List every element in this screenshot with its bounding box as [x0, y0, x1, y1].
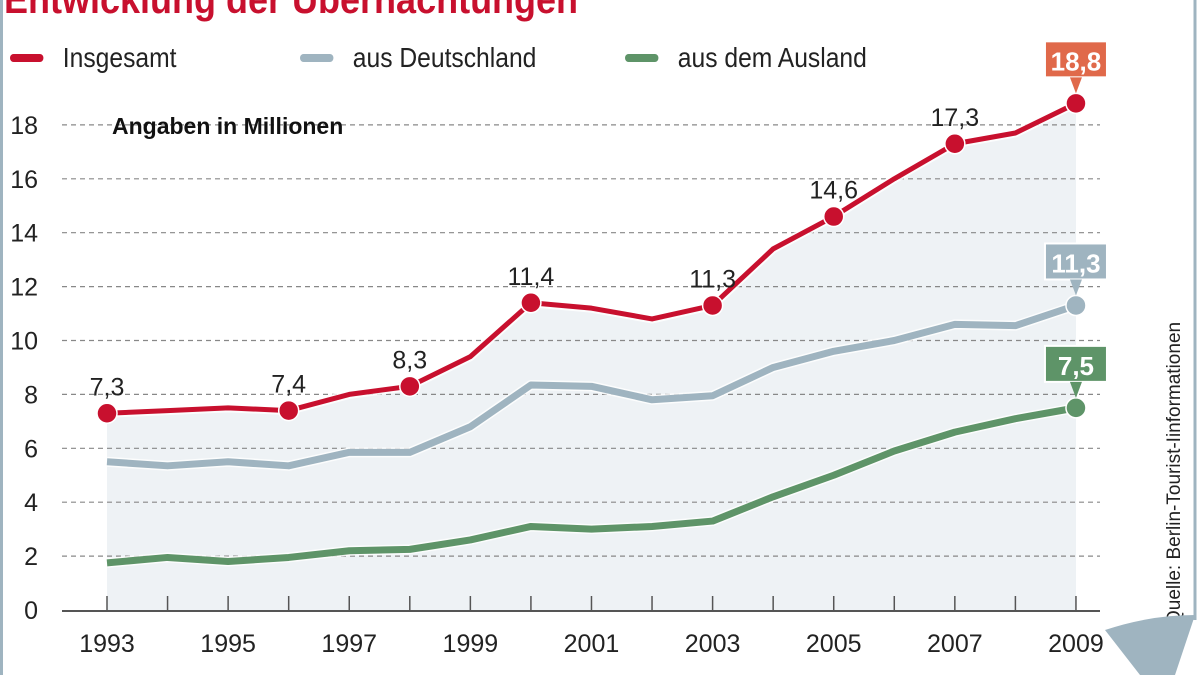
y-tick-label: 8 [24, 381, 38, 409]
chart-subtitle: Angaben in Millionen [112, 113, 343, 139]
y-tick-label: 10 [10, 328, 38, 356]
chart-title: Entwicklung der Übernachtungen [4, 0, 579, 22]
end-point [1065, 294, 1087, 317]
x-tick-label: 2005 [806, 630, 862, 658]
data-point [96, 402, 118, 425]
x-tick-label: 1995 [200, 630, 256, 658]
legend-item-ausland: aus dem Ausland [625, 42, 867, 74]
y-tick-label: 12 [10, 274, 38, 302]
data-point [277, 399, 300, 422]
x-tick-label: 1993 [79, 630, 135, 658]
series-line-2 [106, 404, 1077, 567]
y-tick-label: 4 [24, 489, 38, 517]
x-tick-label: 2007 [927, 630, 983, 658]
series-line-0 [106, 101, 1078, 416]
series-line-1 [106, 302, 1078, 470]
source-note: Quelle: Berlin-Tourist-Iinformationen [1164, 322, 1185, 625]
end-point [1065, 397, 1087, 419]
legend-label: Insgesamt [62, 42, 177, 73]
data-label: 17,3 [931, 104, 980, 132]
legend-swatch [300, 54, 334, 62]
y-tick-label: 2 [24, 543, 38, 571]
data-point [399, 375, 421, 398]
x-tick-label: 1999 [443, 630, 499, 658]
legend-label: aus Deutschland [352, 42, 537, 73]
x-tick-label: 2009 [1048, 630, 1104, 658]
end-label: 18,8 [1051, 46, 1102, 76]
x-tick-label: 2003 [685, 630, 741, 658]
end-label-box [1043, 242, 1108, 281]
data-point [520, 292, 542, 314]
data-point [944, 133, 966, 155]
frame-border [0, 0, 3, 675]
x-tick-label: 2001 [564, 630, 620, 658]
end-point [1065, 92, 1087, 115]
end-label-box [1043, 40, 1108, 79]
data-label: 11,3 [689, 265, 736, 293]
end-label: 11,3 [1051, 248, 1100, 278]
legend-label: aus dem Ausland [677, 42, 867, 73]
x-tick-label: 1997 [321, 630, 377, 658]
data-label: 8,3 [392, 346, 427, 374]
data-label: 14,6 [809, 177, 858, 205]
end-label-box [1043, 344, 1108, 383]
legend-item-insgesamt: Insgesamt [10, 42, 176, 74]
y-tick-label: 18 [10, 112, 38, 140]
data-point [701, 294, 724, 317]
end-label-pointer [1069, 381, 1082, 398]
data-point [822, 205, 845, 228]
legend-item-deutschland: aus Deutschland [300, 42, 536, 74]
end-label-pointer [1069, 77, 1082, 94]
data-label: 7,4 [271, 371, 306, 399]
data-label: 11,4 [508, 263, 555, 291]
y-tick-label: 16 [10, 166, 38, 194]
y-tick-label: 14 [10, 220, 38, 248]
legend-swatch [625, 54, 659, 62]
total-area [107, 103, 1076, 610]
legend-swatch [10, 54, 44, 62]
data-label: 7,3 [90, 373, 125, 401]
end-label-pointer [1069, 279, 1082, 296]
y-tick-label: 0 [24, 597, 38, 625]
end-label: 7,5 [1058, 351, 1094, 381]
y-tick-label: 6 [24, 435, 38, 463]
